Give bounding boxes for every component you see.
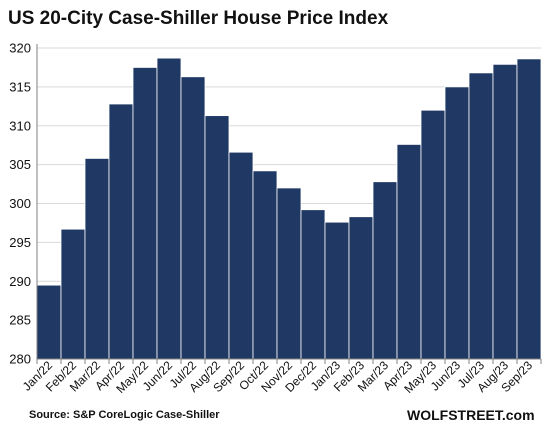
bar (36, 284, 62, 360)
bar (252, 170, 278, 360)
y-tick-label: 280 (9, 352, 31, 367)
watermark: WOLFSTREET.com (407, 407, 535, 423)
bar (420, 109, 446, 360)
y-tick-label: 310 (9, 118, 31, 133)
y-tick-label: 285 (9, 313, 31, 328)
bar (180, 76, 206, 360)
bar (372, 181, 398, 360)
y-tick-label: 295 (9, 235, 31, 250)
y-tick-label: 290 (9, 274, 31, 289)
chart-title: US 20-City Case-Shiller House Price Inde… (8, 8, 389, 29)
bar (516, 58, 542, 360)
bar (84, 158, 110, 360)
bar (396, 144, 422, 360)
x-tick-labels: Jan/22Feb/22Mar/22Apr/22May/22Jun/22Jul/… (20, 358, 536, 396)
source-note: Source: S&P CoreLogic Case-Shiller (29, 409, 220, 421)
bar (60, 228, 86, 360)
y-tick-label: 305 (9, 157, 31, 172)
bar (468, 72, 494, 360)
bar (324, 221, 350, 360)
bar (276, 187, 302, 360)
y-tick-labels: 280 285 290 295 300 305 310 315 320 (9, 41, 31, 367)
bar (108, 103, 134, 360)
bar (492, 63, 518, 360)
bar (204, 115, 230, 360)
bar (444, 86, 470, 360)
bars (36, 57, 542, 360)
y-tick-label: 320 (9, 41, 31, 56)
bar (348, 216, 374, 360)
axes (36, 44, 542, 364)
bar (228, 151, 254, 360)
bar (300, 209, 326, 360)
y-tick-label: 300 (9, 196, 31, 211)
y-tick-label: 315 (9, 79, 31, 94)
bar (132, 67, 158, 360)
bar (156, 57, 182, 360)
